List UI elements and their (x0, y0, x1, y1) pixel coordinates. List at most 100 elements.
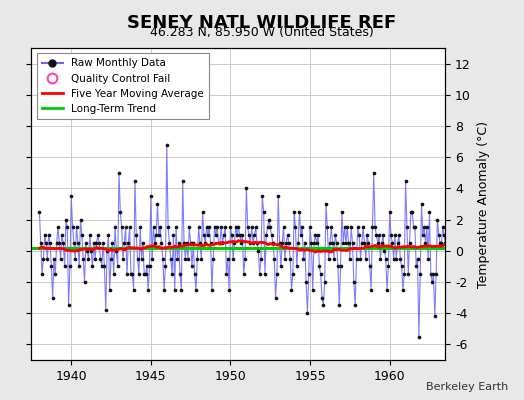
Point (213, 224, 221, 230)
Point (394, 240, 402, 246)
Point (209, 255, 217, 262)
Point (344, 240, 353, 246)
Point (173, 255, 182, 262)
Point (304, 271, 313, 278)
Point (120, 240, 128, 246)
Point (404, 271, 412, 278)
Point (302, 279, 310, 285)
Point (68, 224, 77, 230)
Point (42, 240, 50, 246)
Point (315, 263, 323, 270)
Point (168, 271, 176, 278)
Point (429, 271, 438, 278)
Point (162, 142, 171, 148)
Point (456, 224, 464, 230)
Point (291, 224, 300, 230)
Point (321, 279, 329, 285)
Point (237, 240, 245, 246)
Point (387, 232, 395, 238)
Point (264, 224, 272, 230)
Point (62, 216, 70, 223)
Point (431, 313, 439, 320)
Point (80, 279, 89, 285)
Point (371, 224, 379, 230)
Point (182, 240, 191, 246)
Point (196, 240, 204, 246)
Point (428, 279, 436, 285)
Point (452, 232, 460, 238)
Point (145, 263, 154, 270)
Point (174, 240, 183, 246)
Point (52, 240, 61, 246)
Point (396, 255, 405, 262)
Point (391, 232, 399, 238)
Point (336, 263, 345, 270)
Point (208, 286, 216, 293)
Point (295, 209, 303, 215)
Point (301, 240, 309, 246)
Point (184, 255, 192, 262)
Point (122, 224, 130, 230)
Point (271, 294, 280, 301)
Point (134, 255, 142, 262)
Point (269, 240, 277, 246)
Point (165, 240, 173, 246)
Point (384, 263, 392, 270)
Point (326, 240, 334, 246)
Point (189, 240, 198, 246)
Point (254, 248, 263, 254)
Point (448, 271, 456, 278)
Point (225, 286, 233, 293)
Point (238, 232, 247, 238)
Point (381, 255, 390, 262)
Point (123, 271, 131, 278)
Point (105, 286, 114, 293)
Point (253, 240, 261, 246)
Point (407, 209, 415, 215)
Point (210, 224, 219, 230)
Point (58, 232, 66, 238)
Point (290, 209, 298, 215)
Point (436, 240, 444, 246)
Point (451, 216, 459, 223)
Point (354, 224, 362, 230)
Point (332, 240, 341, 246)
Point (188, 263, 196, 270)
Point (277, 263, 285, 270)
Point (282, 240, 290, 246)
Point (185, 224, 193, 230)
Point (413, 255, 422, 262)
Point (40, 232, 49, 238)
Point (87, 248, 95, 254)
Point (323, 224, 332, 230)
Point (177, 286, 185, 293)
Point (115, 170, 123, 176)
Point (159, 255, 167, 262)
Point (386, 209, 394, 215)
Point (82, 240, 90, 246)
Point (399, 286, 407, 293)
Point (366, 263, 374, 270)
Point (303, 310, 312, 316)
Point (266, 224, 275, 230)
Point (157, 240, 166, 246)
Point (453, 240, 462, 246)
Point (454, 216, 463, 223)
Point (216, 240, 224, 246)
Point (152, 232, 160, 238)
Point (124, 240, 133, 246)
Point (379, 232, 387, 238)
Point (143, 263, 151, 270)
Point (219, 240, 227, 246)
Point (190, 271, 199, 278)
Point (440, 232, 448, 238)
Point (47, 263, 56, 270)
Point (161, 263, 170, 270)
Point (83, 248, 91, 254)
Point (70, 240, 78, 246)
Point (147, 193, 155, 199)
Text: Berkeley Earth: Berkeley Earth (426, 382, 508, 392)
Point (45, 232, 53, 238)
Y-axis label: Temperature Anomaly (°C): Temperature Anomaly (°C) (476, 120, 489, 288)
Point (329, 240, 337, 246)
